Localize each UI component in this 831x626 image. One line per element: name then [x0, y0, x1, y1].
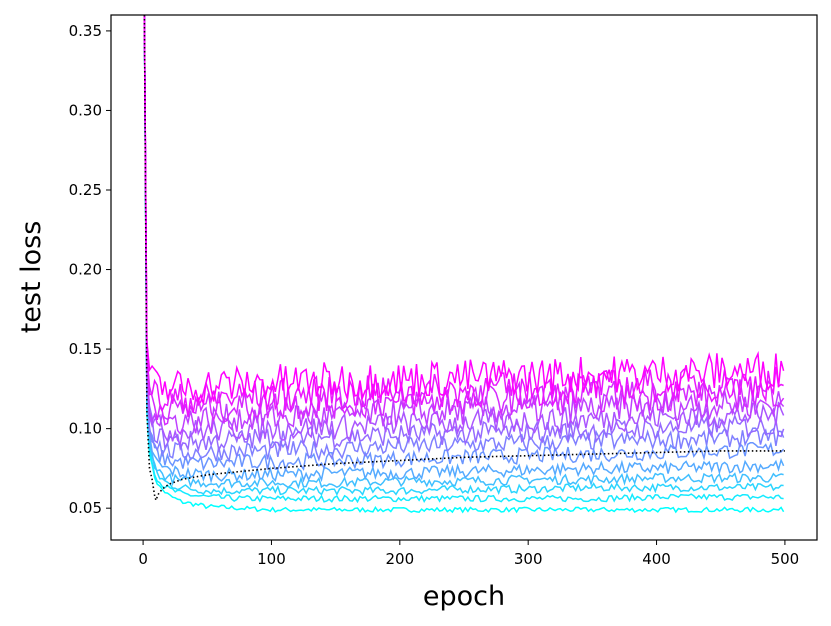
series-line-4 — [143, 15, 784, 490]
y-tick-label: 0.05 — [69, 499, 102, 517]
y-tick-label: 0.15 — [69, 340, 102, 358]
series-line-2 — [143, 15, 784, 504]
y-axis-label: test loss — [16, 221, 47, 334]
series-line-1 — [143, 15, 785, 514]
x-tick-label: 200 — [385, 550, 414, 568]
series-line-5 — [143, 15, 785, 485]
x-tick-label: 0 — [138, 550, 148, 568]
x-tick-label: 300 — [514, 550, 543, 568]
y-tick-label: 0.35 — [69, 22, 102, 40]
series-line-10 — [143, 15, 785, 436]
series-line-13 — [143, 15, 785, 405]
plot-frame — [110, 14, 818, 541]
x-tick-label: 100 — [257, 550, 286, 568]
x-axis-label: epoch — [423, 581, 505, 612]
series-line-12 — [143, 15, 784, 418]
ticks-layer: 0 100 200 300 400 500 0.05 0.10 0.15 0.20 0.25 0.30… — [69, 22, 800, 568]
series-line-8 — [143, 15, 785, 454]
y-tick-label: 0.30 — [69, 101, 102, 119]
series-line-3 — [143, 15, 784, 497]
series-line-7 — [143, 15, 785, 463]
series-line-9 — [143, 15, 785, 446]
x-tick-label: 400 — [642, 550, 671, 568]
y-tick-label: 0.10 — [69, 420, 102, 438]
x-tick-label: 500 — [771, 550, 800, 568]
y-tick-label: 0.20 — [69, 261, 102, 279]
y-tick-label: 0.25 — [69, 181, 102, 199]
